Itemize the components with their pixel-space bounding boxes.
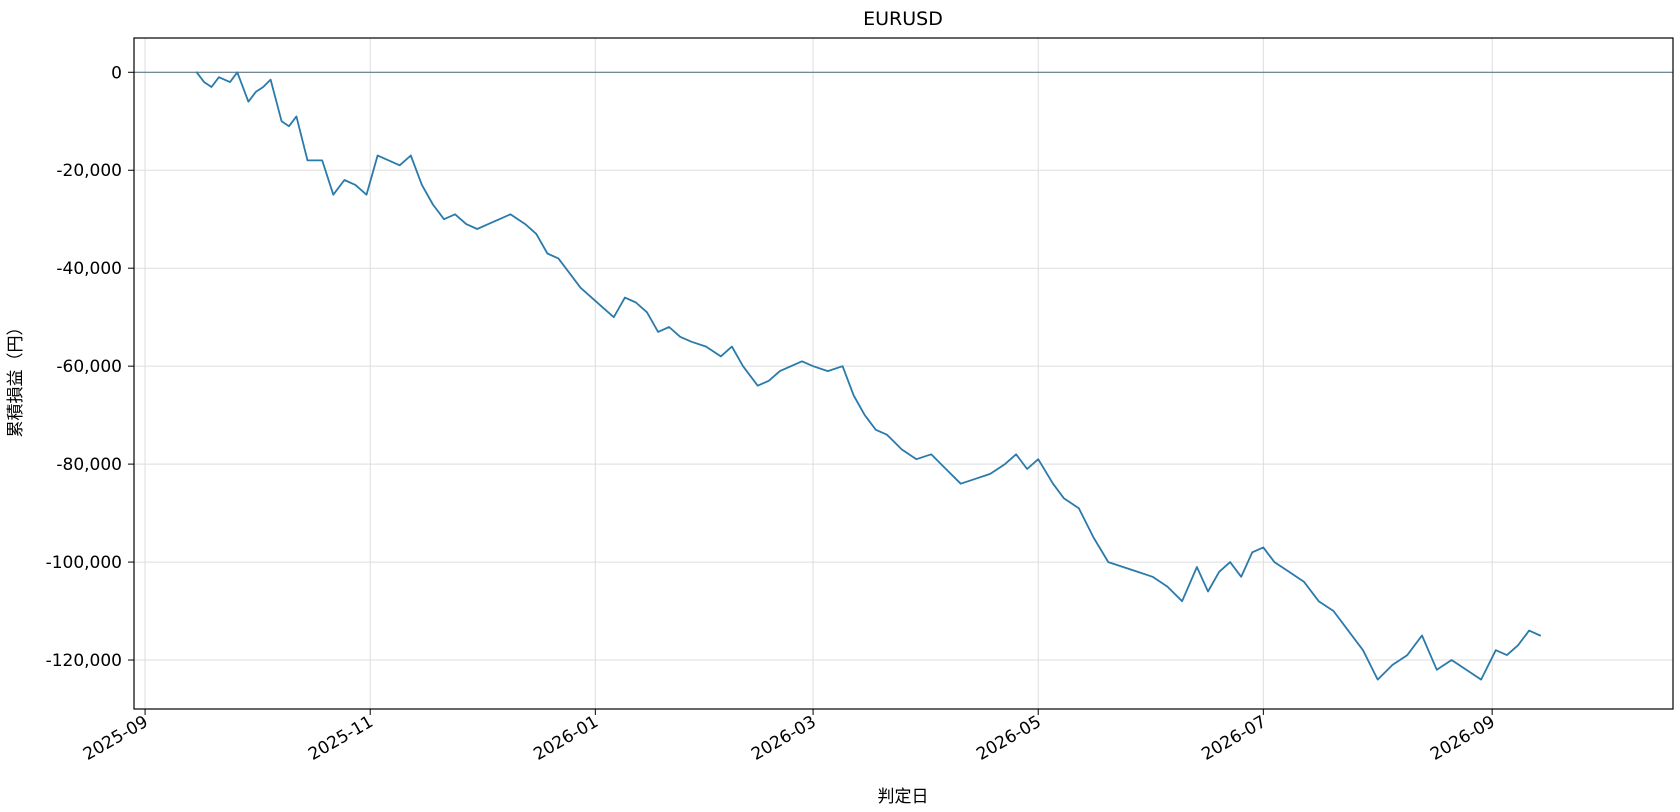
- y-axis-ticks: 0 -20,000 -40,000 -60,000 -80,000 -100,000 -12…: [46, 63, 134, 671]
- y-tick-label: -20,000: [56, 161, 122, 181]
- x-tick-label: 2026-01: [530, 712, 602, 765]
- x-tick-label: 2026-09: [1427, 712, 1499, 765]
- y-tick-label: -80,000: [56, 455, 122, 475]
- x-axis-label: 判定日: [878, 787, 929, 807]
- x-tick-label: 2026-03: [748, 712, 820, 765]
- x-tick-label: 2026-07: [1198, 712, 1270, 765]
- x-tick-label: 2025-11: [305, 712, 377, 765]
- plot-frame: [133, 37, 1674, 710]
- y-axis-label: 累積損益（円）: [6, 319, 26, 438]
- x-tick-label: 2025-09: [80, 712, 152, 765]
- y-tick-label: -100,000: [46, 553, 122, 573]
- y-tick-label: -40,000: [56, 259, 122, 279]
- chart-title: EURUSD: [863, 8, 943, 30]
- series-layer: [195, 71, 1541, 681]
- cumulative-pnl-line: [195, 71, 1541, 681]
- x-tick-label: 2026-05: [973, 712, 1045, 765]
- y-tick-label: -60,000: [56, 357, 122, 377]
- y-tick-label: 0: [111, 63, 122, 83]
- grid-lines: [134, 38, 1673, 709]
- y-tick-label: -120,000: [46, 651, 122, 671]
- x-axis-ticks: 2025-09 2025-11 2026-01 2026-03 2026-05 2026-…: [80, 709, 1499, 765]
